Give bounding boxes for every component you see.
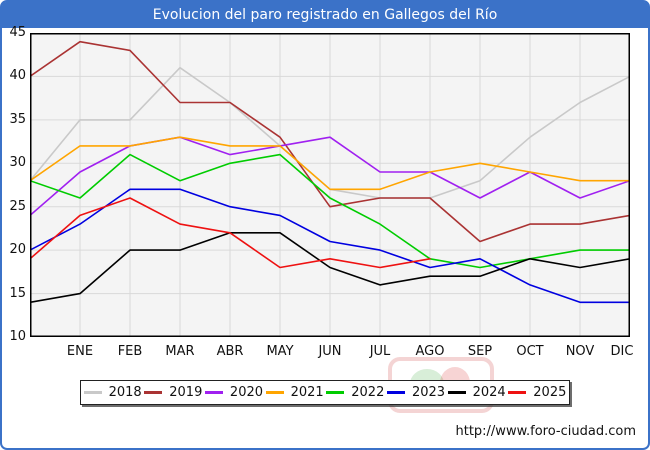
plot-border bbox=[30, 33, 630, 337]
legend-label-2022: 2022 bbox=[351, 385, 385, 400]
x-axis-tick-NOV: NOV bbox=[565, 344, 595, 359]
y-axis-tick-15: 15 bbox=[9, 285, 26, 301]
legend-label-2023: 2023 bbox=[411, 385, 446, 400]
y-axis-tick-10: 10 bbox=[9, 329, 26, 344]
series-line-2025 bbox=[29, 197, 431, 269]
legend-label-2025: 2025 bbox=[533, 385, 567, 400]
x-axis-tick-MAR: MAR bbox=[165, 344, 195, 359]
x-axis-tick-ENE: ENE bbox=[66, 344, 94, 359]
line-chart bbox=[29, 33, 631, 337]
legend-item-2020: 2020 bbox=[204, 385, 264, 400]
legend-item-2019: 2019 bbox=[144, 385, 202, 400]
y-axis-tick-30: 30 bbox=[9, 155, 26, 171]
legend-swatch-2024 bbox=[447, 391, 466, 394]
legend-item-2023: 2023 bbox=[386, 385, 446, 400]
legend-label-2021: 2021 bbox=[290, 385, 324, 400]
x-axis-tick-DIC: DIC bbox=[610, 344, 634, 359]
legend-item-2024: 2024 bbox=[447, 385, 506, 400]
y-axis-tick-20: 20 bbox=[9, 242, 26, 258]
x-axis-tick-OCT: OCT bbox=[516, 344, 544, 359]
legend-swatch-2022 bbox=[326, 391, 345, 394]
legend-swatch-2019 bbox=[144, 391, 163, 394]
title-bar: Evolucion del paro registrado en Gallego… bbox=[2, 2, 648, 28]
legend-swatch-2025 bbox=[508, 391, 527, 394]
plot-area bbox=[29, 33, 631, 337]
legend-label-2018: 2018 bbox=[108, 385, 142, 400]
x-axis-tick-MAY: MAY bbox=[266, 344, 294, 359]
y-axis-tick-35: 35 bbox=[9, 111, 26, 127]
x-axis-tick-ABR: ABR bbox=[216, 344, 244, 359]
legend-item-2021: 2021 bbox=[265, 385, 324, 400]
legend-swatch-2020 bbox=[204, 391, 223, 394]
legend: 2018 2019 2020 2021 2022 2023 2024 2025 bbox=[80, 380, 570, 405]
series-line-2019 bbox=[29, 40, 631, 243]
legend-swatch-2023 bbox=[386, 391, 405, 394]
x-axis-tick-JUN: JUN bbox=[318, 344, 342, 359]
y-axis-tick-25: 25 bbox=[9, 198, 26, 214]
legend-item-2025: 2025 bbox=[508, 385, 566, 400]
legend-item-2022: 2022 bbox=[326, 385, 384, 400]
legend-swatch-2021 bbox=[265, 391, 284, 394]
legend-label-2019: 2019 bbox=[169, 385, 203, 400]
x-axis-tick-SEP: SEP bbox=[467, 344, 493, 359]
legend-swatch-2018 bbox=[83, 391, 102, 394]
legend-label-2024: 2024 bbox=[472, 385, 506, 400]
y-axis-tick-40: 40 bbox=[9, 68, 26, 84]
legend-item-2018: 2018 bbox=[83, 385, 142, 400]
x-axis-tick-AGO: AGO bbox=[415, 344, 445, 359]
series-line-2023 bbox=[29, 188, 631, 304]
x-axis-tick-JUL: JUL bbox=[369, 344, 391, 359]
page-title: Evolucion del paro registrado en Gallego… bbox=[152, 7, 498, 23]
series-line-2024 bbox=[29, 232, 631, 304]
y-axis-tick-45: 45 bbox=[9, 25, 26, 40]
series-line-2021 bbox=[29, 136, 631, 191]
footer-url[interactable]: http://www.foro-ciudad.com bbox=[455, 424, 636, 439]
x-axis-tick-FEB: FEB bbox=[117, 344, 143, 359]
legend-label-2020: 2020 bbox=[229, 385, 264, 400]
